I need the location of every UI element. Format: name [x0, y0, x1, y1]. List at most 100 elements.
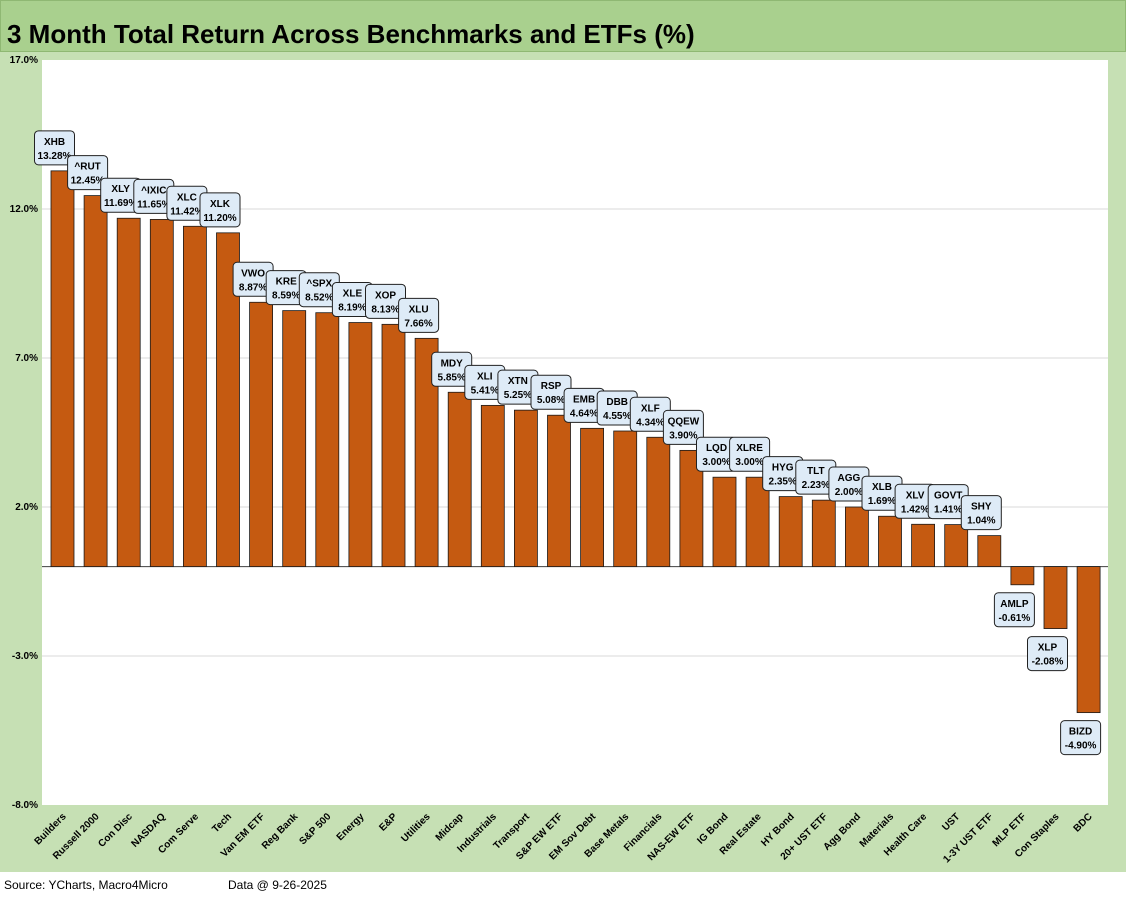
- data-label: XHB 13.28%: [34, 130, 75, 166]
- value-label: 11.65%: [137, 199, 170, 210]
- bar: [977, 535, 1002, 567]
- ticker-label: XLU: [409, 304, 429, 315]
- ticker-label: ^RUT: [74, 162, 100, 173]
- bar: [944, 524, 969, 567]
- ticker-label: LQD: [706, 443, 727, 454]
- value-label: 8.52%: [305, 293, 333, 304]
- data-label: XLI 5.41%: [464, 364, 506, 400]
- ticker-label: AMLP: [1000, 599, 1029, 610]
- y-tick-label: 12.0%: [10, 204, 38, 215]
- category-label: E&P: [377, 811, 400, 834]
- bar: [381, 323, 406, 567]
- value-label: 5.85%: [438, 372, 466, 383]
- bar: [1043, 566, 1068, 629]
- bar: [811, 499, 836, 567]
- ticker-label: GOVT: [934, 491, 962, 502]
- value-label: 1.42%: [901, 504, 929, 515]
- value-label: 4.34%: [636, 417, 664, 428]
- data-label-box: [960, 495, 1002, 531]
- value-label: 1.04%: [967, 516, 995, 527]
- ticker-label: XOP: [375, 290, 396, 301]
- data-label: XLE 8.19%: [331, 282, 373, 318]
- y-tick-label: -8.0%: [12, 800, 38, 811]
- bar: [911, 523, 935, 567]
- value-label: -4.90%: [1065, 741, 1097, 752]
- bar: [878, 515, 902, 567]
- value-label: 11.69%: [104, 198, 137, 209]
- value-label: 2.00%: [835, 487, 863, 498]
- value-label: 5.41%: [471, 385, 499, 396]
- ticker-label: XLY: [111, 184, 130, 195]
- category-label: UST: [940, 811, 962, 833]
- ticker-label: EMB: [573, 394, 595, 405]
- ticker-label: TLT: [807, 466, 825, 477]
- ticker-label: XLI: [477, 371, 493, 382]
- bar: [646, 436, 671, 568]
- data-label-box: [1027, 636, 1068, 672]
- y-tick-label: -3.0%: [12, 651, 38, 662]
- ticker-label: XLE: [343, 289, 363, 300]
- data-label: XLRE 3.00%: [729, 436, 771, 472]
- title-bar: 3 Month Total Return Across Benchmarks a…: [0, 0, 1126, 52]
- bar: [547, 414, 571, 568]
- value-label: 3.00%: [735, 457, 763, 468]
- value-label: 4.55%: [603, 411, 631, 422]
- ticker-label: MDY: [441, 358, 464, 369]
- value-label: 8.13%: [371, 304, 399, 315]
- value-label: 8.19%: [338, 303, 366, 314]
- value-label: 11.42%: [170, 206, 203, 217]
- value-label: 11.20%: [203, 213, 236, 224]
- ticker-label: QQEW: [668, 416, 700, 427]
- bar: [778, 496, 803, 568]
- bar: [580, 427, 604, 568]
- bar: [216, 232, 240, 568]
- bar: [613, 430, 638, 568]
- value-label: 1.69%: [868, 496, 896, 507]
- value-label: 13.28%: [38, 151, 72, 162]
- data-label-box: [67, 155, 109, 191]
- bar: [514, 409, 538, 567]
- ticker-label: RSP: [541, 381, 562, 392]
- y-tick-label: 17.0%: [10, 55, 38, 66]
- ticker-label: XHB: [44, 137, 65, 148]
- data-label: KRE 8.59%: [265, 270, 307, 306]
- data-label: AMLP -0.61%: [993, 592, 1035, 628]
- value-label: 3.00%: [702, 457, 730, 468]
- category-label: Tech: [210, 811, 234, 835]
- bar: [315, 312, 340, 568]
- data-label: BIZD -4.90%: [1060, 720, 1102, 756]
- data-label: ^IXIC 11.65%: [133, 178, 175, 214]
- value-label: 5.08%: [537, 395, 565, 406]
- data-label: ^RUT 12.45%: [67, 155, 109, 191]
- data-label: SHY 1.04%: [960, 495, 1002, 531]
- bar: [845, 506, 869, 567]
- category-label: Energy: [335, 811, 367, 843]
- data-label-box: [993, 592, 1035, 628]
- bar: [83, 195, 108, 568]
- ticker-label: ^IXIC: [141, 185, 166, 196]
- value-label: 4.64%: [570, 408, 598, 419]
- bar: [679, 449, 704, 568]
- data-label: TLT 2.23%: [795, 459, 837, 495]
- value-label: -0.61%: [999, 613, 1031, 624]
- value-label: 5.25%: [504, 390, 532, 401]
- ticker-label: ^SPX: [306, 279, 332, 290]
- bar: [282, 310, 307, 568]
- data-label: VWO 8.87%: [232, 261, 274, 297]
- bar: [1076, 566, 1101, 714]
- data-label-box: [1060, 720, 1102, 756]
- bar: [745, 476, 770, 568]
- source-note: Source: YCharts, Macro4Micro: [4, 878, 168, 892]
- data-label-box: [34, 130, 75, 166]
- data-label: XLY 11.69%: [100, 177, 142, 213]
- ticker-label: XLP: [1038, 643, 1058, 654]
- ticker-label: HYG: [772, 463, 794, 474]
- value-label: 2.23%: [802, 480, 830, 491]
- value-label: 8.59%: [272, 291, 300, 302]
- category-label: BDC: [1072, 811, 1095, 834]
- data-date-note: Data @ 9-26-2025: [228, 878, 327, 892]
- category-label: Con Disc: [96, 811, 135, 850]
- bar: [1010, 566, 1035, 586]
